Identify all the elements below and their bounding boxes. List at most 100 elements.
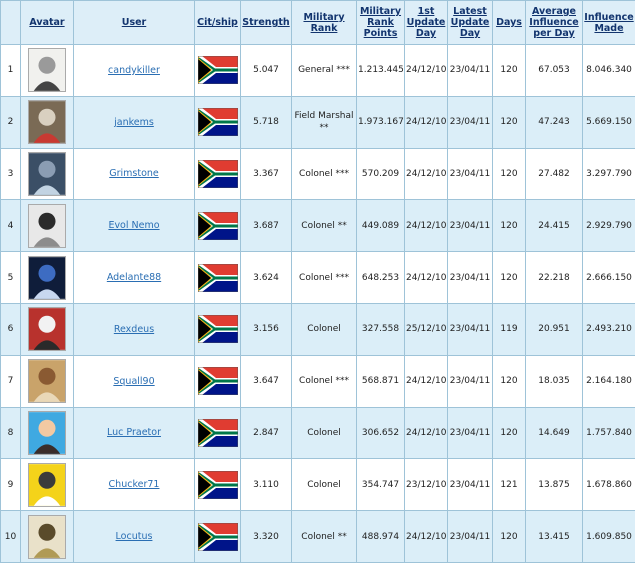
latest-update-sort-link[interactable]: Latest Update Day [451,6,490,39]
avatar-sort-link[interactable]: Avatar [29,17,64,28]
first-update-cell: 24/12/10 [405,511,448,563]
south-africa-flag [198,56,238,84]
user-link[interactable]: Adelante88 [107,272,161,283]
influence-made-cell: 2.164.180 [583,355,635,407]
days-cell: 119 [493,303,526,355]
first-update-cell: 24/12/10 [405,407,448,459]
pos-cell: 3 [1,148,21,200]
rank-points-sort-link[interactable]: Military Rank Points [360,6,401,39]
latest-update-cell: 23/04/11 [448,459,493,511]
user-link[interactable]: Locutus [116,531,153,542]
user-cell[interactable]: Chucker71 [74,459,195,511]
rank-points-cell: 568.871 [357,355,405,407]
days-cell: 121 [493,459,526,511]
days-sort-link[interactable]: Days [496,17,522,28]
south-africa-flag [198,264,238,292]
avatar-cell[interactable] [21,252,74,304]
rank-points-cell: 570.209 [357,148,405,200]
citizenship-cell [195,45,241,97]
citizenship-header[interactable]: Cit/ship [195,1,241,45]
user-cell[interactable]: jankems [74,96,195,148]
avatar-cell[interactable] [21,200,74,252]
avg-influence-sort-link[interactable]: Average Influence per Day [529,6,578,39]
avatar-cell[interactable] [21,303,74,355]
user-link[interactable]: Grimstone [109,168,159,179]
avatar-cell[interactable] [21,96,74,148]
rank-points-cell: 354.747 [357,459,405,511]
rank-points-cell: 327.558 [357,303,405,355]
pos-cell: 2 [1,96,21,148]
days-cell: 120 [493,148,526,200]
avatar-cell[interactable] [21,459,74,511]
user-cell[interactable]: Adelante88 [74,252,195,304]
military-rank-header[interactable]: Military Rank [292,1,357,45]
rank-points-header[interactable]: Military Rank Points [357,1,405,45]
latest-update-header[interactable]: Latest Update Day [448,1,493,45]
user-cell[interactable]: Squall90 [74,355,195,407]
pos-cell: 1 [1,45,21,97]
citizenship-cell [195,252,241,304]
first-update-cell: 24/12/10 [405,45,448,97]
citizenship-cell [195,511,241,563]
user-cell[interactable]: Locutus [74,511,195,563]
user-link[interactable]: jankems [114,117,154,128]
user-cell[interactable]: Evol Nemo [74,200,195,252]
avg-influence-cell: 22.218 [526,252,583,304]
user-cell[interactable]: Luc Praetor [74,407,195,459]
military-rank-cell: Field Marshal ** [292,96,357,148]
strength-cell: 3.687 [241,200,292,252]
avg-influence-header[interactable]: Average Influence per Day [526,1,583,45]
user-link[interactable]: Luc Praetor [107,427,161,438]
days-cell: 120 [493,45,526,97]
user-link[interactable]: candykiller [108,65,160,76]
table-row: 5 Adelante88 3.624 Colonel *** 648.253 2… [1,252,635,304]
avatar-cell[interactable] [21,148,74,200]
user-header[interactable]: User [74,1,195,45]
skull-headphones-avatar [28,204,66,248]
days-header[interactable]: Days [493,1,526,45]
strength-header[interactable]: Strength [241,1,292,45]
pos-cell: 10 [1,511,21,563]
strength-cell: 3.320 [241,511,292,563]
military-rank-sort-link[interactable]: Military Rank [303,12,344,34]
pos-header [1,1,21,45]
pos-cell: 4 [1,200,21,252]
bald-man-avatar [28,411,66,455]
citizenship-sort-link[interactable]: Cit/ship [197,17,238,28]
influence-made-header[interactable]: Influence Made [583,1,635,45]
user-cell[interactable]: Rexdeus [74,303,195,355]
days-cell: 120 [493,200,526,252]
perun-avatar [28,256,66,300]
user-link[interactable]: Rexdeus [114,324,154,335]
first-update-sort-link[interactable]: 1st Update Day [407,6,446,39]
military-rank-cell: Colonel *** [292,355,357,407]
user-cell[interactable]: candykiller [74,45,195,97]
south-africa-flag [198,367,238,395]
latest-update-cell: 23/04/11 [448,303,493,355]
user-link[interactable]: Evol Nemo [108,220,159,231]
influence-made-sort-link[interactable]: Influence Made [584,12,633,34]
avatar-cell[interactable] [21,355,74,407]
influence-made-cell: 5.669.150 [583,96,635,148]
strength-sort-link[interactable]: Strength [242,17,289,28]
user-sort-link[interactable]: User [122,17,147,28]
table-row: 4 Evol Nemo 3.687 Colonel ** 449.089 24/… [1,200,635,252]
strength-cell: 5.718 [241,96,292,148]
avatar-header[interactable]: Avatar [21,1,74,45]
military-rank-cell: General *** [292,45,357,97]
first-update-header[interactable]: 1st Update Day [405,1,448,45]
avatar-cell[interactable] [21,45,74,97]
avatar-cell[interactable] [21,511,74,563]
user-link[interactable]: Squall90 [113,376,154,387]
table-row: 1 candykiller 5.047 General *** 1.213.44… [1,45,635,97]
rank-points-cell: 1.973.167 [357,96,405,148]
user-cell[interactable]: Grimstone [74,148,195,200]
south-africa-flag [198,419,238,447]
avatar-cell[interactable] [21,407,74,459]
first-update-cell: 25/12/10 [405,303,448,355]
user-link[interactable]: Chucker71 [109,479,160,490]
avg-influence-cell: 47.243 [526,96,583,148]
latest-update-cell: 23/04/11 [448,407,493,459]
citizenship-cell [195,355,241,407]
